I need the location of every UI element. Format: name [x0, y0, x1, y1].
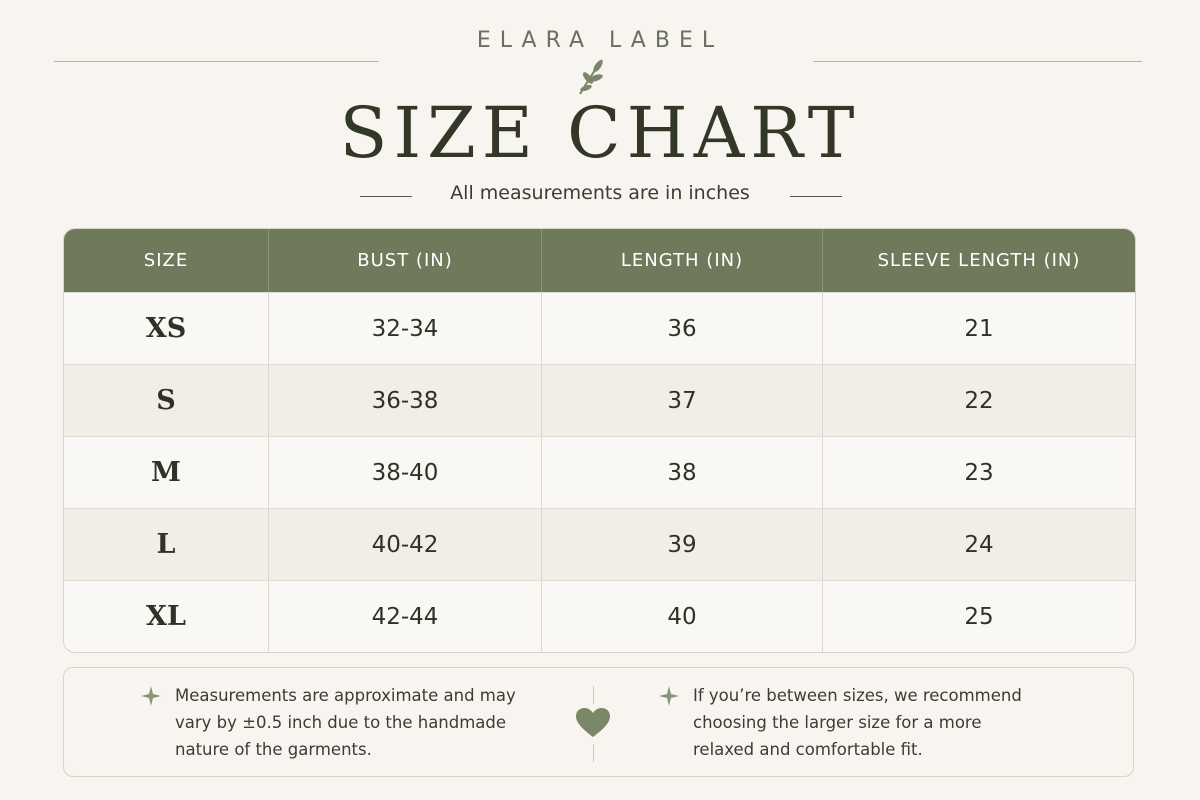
heart-icon: [576, 708, 610, 737]
note-line: nature of the garments.: [175, 740, 372, 759]
table-cell: 24: [964, 531, 994, 558]
table-cell: 23: [964, 459, 994, 486]
column-header: LENGTH (IN): [542, 229, 823, 292]
column-header: SIZE: [64, 229, 269, 292]
column-header: SLEEVE LENGTH (IN): [877, 250, 1081, 271]
notes-box: Measurements are approximate and may vary…: [63, 667, 1134, 777]
table-cell: M: [64, 437, 269, 508]
title: SIZE CHART: [339, 92, 861, 174]
table-cell: XL: [64, 581, 269, 652]
column-header: BUST (IN): [269, 229, 542, 292]
table-cell: 38: [542, 437, 823, 508]
note-line: vary by ±0.5 inch due to the handmade: [175, 713, 507, 732]
header-row: SIZE BUST (IN) LENGTH (IN) SLEEVE LENGTH (I…: [64, 229, 1135, 292]
table-cell: 22: [964, 387, 994, 414]
leaf-icon: [579, 59, 603, 95]
note-line: Measurements are approximate and may: [175, 686, 516, 705]
table-cell: 40: [542, 581, 823, 652]
divider: [593, 744, 594, 762]
divider: [54, 61, 379, 62]
size-table: SIZE BUST (IN) LENGTH (IN) SLEEVE LENGTH (I…: [63, 228, 1136, 653]
sparkle-icon: [141, 686, 161, 706]
table-cell: 36-38: [269, 365, 542, 436]
divider: [813, 61, 1142, 62]
note-line: choosing the larger size for a more: [693, 713, 982, 732]
table-row: M 38-40 38 23: [64, 436, 1135, 508]
table-cell: 38-40: [269, 437, 542, 508]
note: If you’re between sizes, we recommend cho…: [693, 682, 1022, 763]
table-cell: 42-44: [269, 581, 542, 652]
divider: [790, 196, 842, 197]
note: Measurements are approximate and may vary…: [175, 682, 516, 763]
table-cell: L: [64, 509, 269, 580]
table-cell: 40-42: [269, 509, 542, 580]
subtitle: All measurements are in inches: [450, 182, 750, 204]
divider: [593, 686, 594, 704]
table-cell: 37: [542, 365, 823, 436]
sparkle-icon: [659, 686, 679, 706]
note-line: relaxed and comfortable fit.: [693, 740, 923, 759]
table-cell: 36: [542, 293, 823, 364]
table-cell: XS: [64, 293, 269, 364]
table-row: S 36-38 37 22: [64, 364, 1135, 436]
table-cell: S: [64, 365, 269, 436]
divider: [360, 196, 412, 197]
table-cell: 21: [964, 315, 994, 342]
brand: ELARA LABEL: [476, 28, 724, 53]
table-cell: 32-34: [269, 293, 542, 364]
table-cell: 39: [542, 509, 823, 580]
table-row: XL 42-44 40 25: [64, 580, 1135, 652]
table-row: L 40-42 39 24: [64, 508, 1135, 580]
table-row: XS 32-34 36 21: [64, 292, 1135, 364]
table-cell: 25: [964, 603, 994, 630]
note-line: If you’re between sizes, we recommend: [693, 686, 1022, 705]
